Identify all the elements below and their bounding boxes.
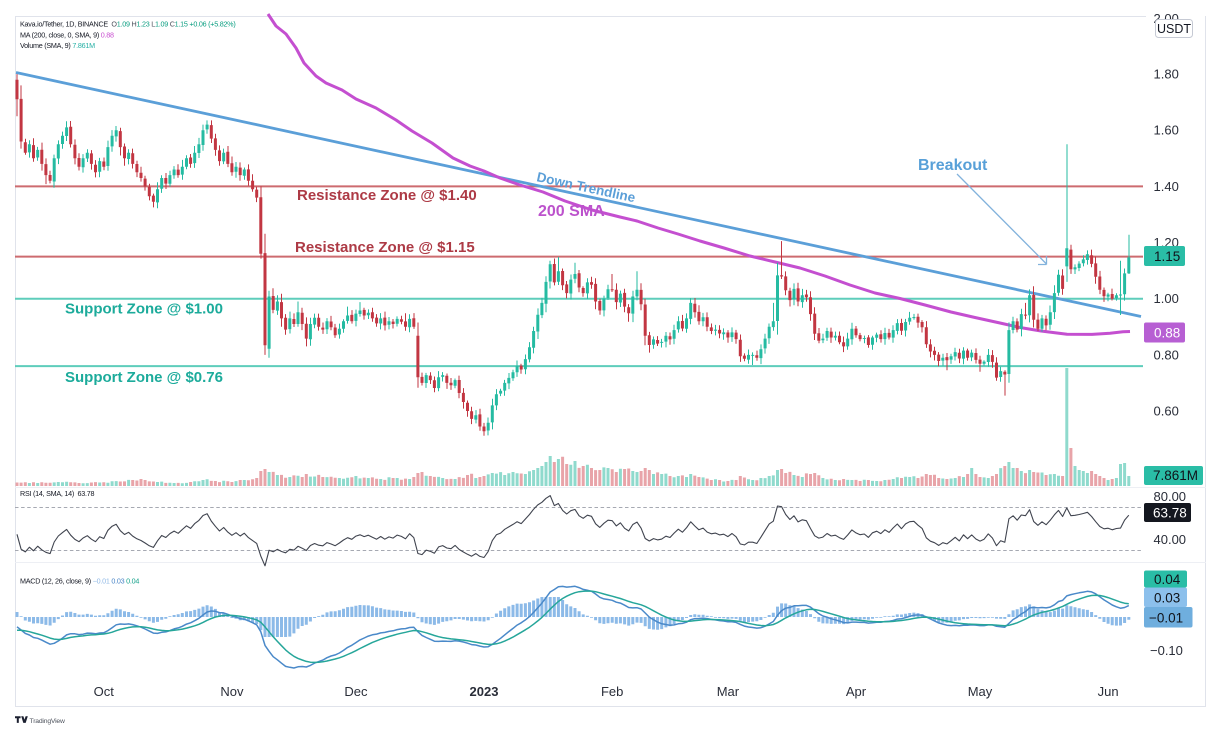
svg-text:−0.10: −0.10 xyxy=(1150,643,1183,658)
svg-text:0.80: 0.80 xyxy=(1154,347,1179,362)
svg-text:May: May xyxy=(968,684,993,699)
svg-text:−0.01: −0.01 xyxy=(1149,611,1183,626)
svg-text:2023: 2023 xyxy=(470,684,499,699)
svg-text:Feb: Feb xyxy=(601,684,623,699)
svg-text:63.78: 63.78 xyxy=(1153,506,1187,521)
svg-text:80.00: 80.00 xyxy=(1154,489,1187,504)
svg-text:USDT: USDT xyxy=(1157,22,1191,36)
svg-text:1.00: 1.00 xyxy=(1154,291,1179,306)
svg-text:Resistance Zone @ $1.40: Resistance Zone @ $1.40 xyxy=(297,187,477,204)
svg-text:MA (200, close, 0, SMA, 9) 0.8: MA (200, close, 0, SMA, 9) 0.88 xyxy=(20,30,114,39)
svg-text:0.60: 0.60 xyxy=(1154,404,1179,419)
svg-text:Breakout: Breakout xyxy=(918,157,988,174)
svg-text:Nov: Nov xyxy=(220,684,244,699)
svg-text:Volume (SMA, 9) 7.861M: Volume (SMA, 9) 7.861M xyxy=(20,41,95,50)
svg-text:Oct: Oct xyxy=(94,684,115,699)
svg-text:Mar: Mar xyxy=(717,684,740,699)
svg-text:Dec: Dec xyxy=(344,684,368,699)
svg-text:MACD (12, 26, close, 9) −0.01: MACD (12, 26, close, 9) −0.01 0.03 0.04 xyxy=(20,577,139,586)
svg-text:Support Zone @ $0.76: Support Zone @ $0.76 xyxy=(65,369,223,386)
svg-text:1.80: 1.80 xyxy=(1154,67,1179,82)
svg-text:RSI (14, SMA, 14) 63.78: RSI (14, SMA, 14) 63.78 xyxy=(20,489,95,498)
svg-text:Resistance Zone @ $1.15: Resistance Zone @ $1.15 xyxy=(295,239,475,256)
svg-text:Jun: Jun xyxy=(1098,684,1119,699)
svg-text:Apr: Apr xyxy=(846,684,867,699)
svg-text:200 SMA: 200 SMA xyxy=(538,203,605,220)
svg-text:Support Zone @ $1.00: Support Zone @ $1.00 xyxy=(65,301,223,318)
svg-text:Kava.io/Tether, 1D, BINANCE O: Kava.io/Tether, 1D, BINANCE O1.09 H1.23 … xyxy=(20,20,235,29)
svg-text:0.88: 0.88 xyxy=(1154,326,1180,341)
svg-text:0.03: 0.03 xyxy=(1154,591,1180,606)
svg-text:TradingView: TradingView xyxy=(30,718,65,725)
svg-text:1.15: 1.15 xyxy=(1154,249,1180,264)
svg-text:40.00: 40.00 xyxy=(1154,532,1187,547)
svg-text:1.40: 1.40 xyxy=(1154,179,1179,194)
svg-text:0.04: 0.04 xyxy=(1154,572,1181,587)
svg-text:1.60: 1.60 xyxy=(1154,123,1179,138)
svg-text:7.861M: 7.861M xyxy=(1153,468,1198,483)
